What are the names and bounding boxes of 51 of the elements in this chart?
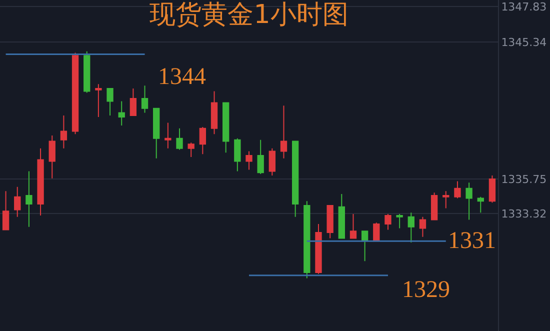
candlestick <box>210 90 218 135</box>
candlestick <box>95 84 102 118</box>
candlestick <box>118 100 125 126</box>
candlestick <box>84 50 90 94</box>
candlestick <box>26 170 32 228</box>
candlestick <box>153 108 160 159</box>
candlestick <box>430 192 438 220</box>
candlestick <box>176 128 183 150</box>
ref-line-label: 1329 <box>402 277 450 303</box>
ref-line-label: 1331 <box>448 228 496 254</box>
candlestick <box>48 135 56 179</box>
candlestick <box>396 214 403 229</box>
candlestick <box>488 174 496 204</box>
candlestick <box>2 190 10 230</box>
candlestick <box>477 196 484 214</box>
candlestick <box>14 186 21 218</box>
candlestick <box>130 88 137 116</box>
candlestick <box>199 126 206 155</box>
candlestick <box>442 190 450 209</box>
candlestick <box>361 230 368 262</box>
candlestick <box>315 224 322 274</box>
y-tick-label: 1345.34 <box>501 36 547 50</box>
candlestick <box>246 150 252 170</box>
candlestick <box>188 142 194 158</box>
candlestick <box>338 194 345 239</box>
candlestick <box>419 216 426 238</box>
y-tick-label: 1335.75 <box>501 172 547 186</box>
candlestick <box>454 180 461 199</box>
y-tick-label: 1347.83 <box>501 0 547 14</box>
chart-title: 现货黄金1小时图 <box>150 0 348 30</box>
candlestick <box>72 52 79 135</box>
candlestick <box>106 88 114 116</box>
candlestick <box>268 148 276 176</box>
candlestick <box>466 182 472 220</box>
candlestick <box>141 85 148 114</box>
candlestick <box>292 140 299 218</box>
candlestick <box>257 139 264 175</box>
candlestick <box>350 214 357 239</box>
candlestick <box>326 204 334 239</box>
candlestick <box>304 200 310 279</box>
candlestick <box>222 102 230 154</box>
ref-line-label: 1344 <box>158 64 206 90</box>
candlestick <box>280 105 288 159</box>
candlestick <box>164 122 172 149</box>
candlestick <box>37 148 44 216</box>
y-tick-label: 1333.32 <box>501 208 547 221</box>
candlestick <box>384 214 392 230</box>
candlestick <box>373 222 380 242</box>
candlestick <box>60 115 68 149</box>
candlestick <box>234 138 241 172</box>
candlestick <box>408 212 414 244</box>
